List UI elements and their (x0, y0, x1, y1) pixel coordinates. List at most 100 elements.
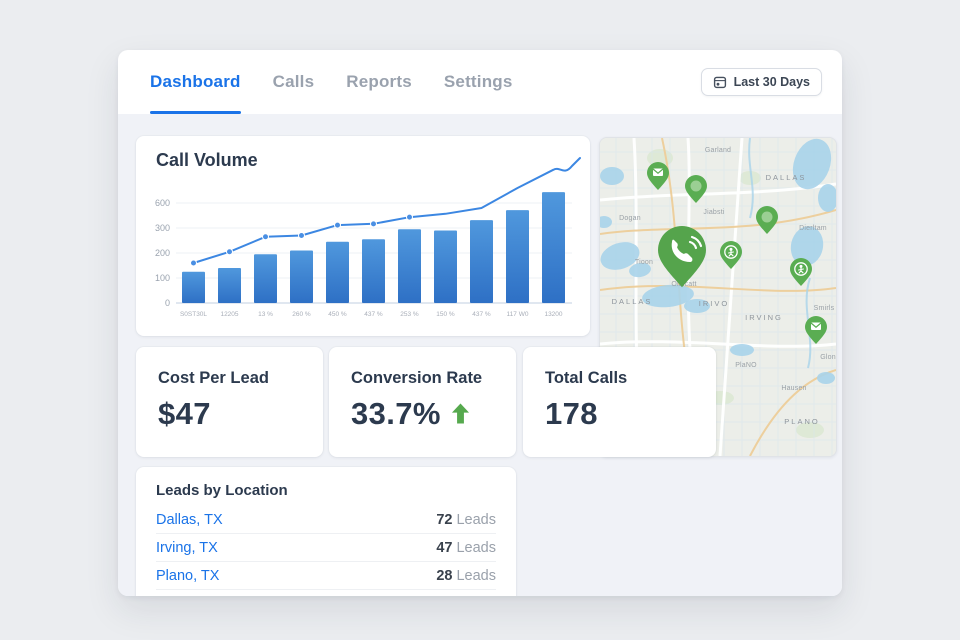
tab-reports[interactable]: Reports (346, 72, 412, 91)
map-label: Tioon (635, 259, 653, 266)
map-label: DALLAS (766, 173, 807, 182)
svg-text:437 %: 437 % (472, 311, 491, 318)
stat-label: Total Calls (545, 369, 628, 387)
svg-text:150 %: 150 % (436, 311, 455, 318)
map-pins (647, 162, 827, 345)
lead-count: 72 Leads (436, 512, 496, 528)
nav-tabs: Dashboard Calls Reports Settings (150, 50, 513, 114)
map-water (790, 226, 824, 266)
bar-series (182, 192, 565, 303)
stat-label: Cost Per Lead (158, 369, 269, 387)
map-water (600, 167, 624, 185)
svg-text:S0ST30L: S0ST30L (180, 311, 207, 318)
map-label: Dogan (619, 215, 641, 222)
person-pin-icon[interactable] (720, 241, 742, 270)
bar (218, 268, 241, 303)
bar (290, 250, 313, 303)
lead-count: 28 Leads (436, 568, 496, 584)
svg-text:450 %: 450 % (328, 311, 347, 318)
stat-value: 33.7% (351, 396, 441, 431)
map-label: Dierltam (799, 225, 827, 232)
map-water (792, 138, 832, 190)
svg-text:117 W0: 117 W0 (507, 311, 529, 318)
svg-text:13 %: 13 % (258, 311, 273, 318)
map-water (600, 216, 612, 228)
lead-count: 47 Leads (436, 540, 496, 556)
call-volume-card: Call Volume 600 300 200 100 0 S0ST30L 12205 13 … (136, 136, 590, 336)
bar (362, 239, 385, 303)
bar (506, 210, 529, 303)
svg-text:253 %: 253 % (400, 311, 419, 318)
lead-city-link[interactable]: Irving, TX (156, 539, 218, 556)
lead-count-number: 47 (436, 539, 453, 556)
top-nav: Dashboard Calls Reports Settings Last 30… (118, 50, 842, 114)
lead-row-dallas: Dallas, TX 72 Leads (156, 506, 496, 534)
map-water (730, 344, 754, 356)
chart-title: Call Volume (156, 150, 258, 170)
app-window: Dashboard Calls Reports Settings Last 30… (118, 50, 842, 596)
mail-pin-icon[interactable] (805, 316, 827, 345)
map-label: Smirls (814, 305, 835, 312)
calendar-icon (713, 76, 726, 89)
date-range-button[interactable]: Last 30 Days (700, 68, 822, 96)
svg-text:12205: 12205 (220, 311, 238, 318)
map-water (642, 284, 694, 308)
map-water (600, 242, 640, 270)
svg-text:100: 100 (155, 273, 170, 283)
map-label: IRVING (745, 313, 783, 322)
lead-count-number: 28 (436, 567, 453, 584)
lead-count-unit: Leads (456, 567, 496, 584)
chart-y-axis-labels: 600 300 200 100 0 (155, 198, 170, 308)
tab-calls[interactable]: Calls (272, 72, 315, 91)
lead-city-link[interactable]: Plano, TX (156, 567, 220, 584)
phone-pin-icon[interactable] (658, 226, 706, 288)
dot-pin-icon[interactable] (685, 175, 707, 204)
map-label: IRIVO (699, 299, 729, 308)
bar (254, 254, 277, 303)
map-water (684, 299, 710, 313)
trend-line (192, 157, 581, 264)
tab-dashboard[interactable]: Dashboard (150, 50, 241, 114)
svg-text:260 %: 260 % (292, 311, 311, 318)
dashboard-content: Call Volume 600 300 200 100 0 S0ST30L 12205 13 … (118, 114, 842, 596)
lead-row-irving: Irving, TX 47 Leads (156, 534, 496, 562)
dot-pin-icon[interactable] (756, 206, 778, 235)
map-label: PLANO (784, 417, 819, 426)
stat-value: $47 (158, 396, 211, 431)
date-range-label: Last 30 Days (733, 75, 810, 89)
stat-card-total-calls: Total Calls 178 (523, 347, 716, 457)
mail-pin-icon[interactable] (647, 162, 669, 191)
lead-row-plano: Plano, TX 28 Leads (156, 562, 496, 590)
bar (470, 220, 493, 303)
map-label: DALLAS (612, 297, 653, 306)
stat-label: Conversion Rate (351, 369, 483, 387)
tab-settings[interactable]: Settings (443, 72, 513, 91)
trend-up-icon (451, 403, 469, 424)
leads-title: Leads by Location (156, 482, 288, 499)
svg-text:13200: 13200 (544, 311, 562, 318)
chart-x-axis-labels: S0ST30L 12205 13 % 260 % 450 % 437 % 253 % 150 … (180, 311, 563, 318)
bar (542, 192, 565, 303)
bar (398, 229, 421, 303)
trend-line-markers (190, 213, 413, 267)
bar (434, 230, 457, 303)
svg-text:437 %: 437 % (364, 311, 383, 318)
lead-city-link[interactable]: Dallas, TX (156, 511, 223, 528)
svg-text:200: 200 (155, 248, 170, 258)
lead-count-number: 72 (436, 511, 453, 528)
map-label: Hausen (781, 385, 806, 392)
svg-text:0: 0 (165, 298, 170, 308)
call-volume-chart: 600 300 200 100 0 S0ST30L 12205 13 % 260 % 450 % 4… (155, 157, 581, 318)
svg-text:300: 300 (155, 223, 170, 233)
stat-card-conversion-rate: Conversion Rate 33.7% (329, 347, 516, 457)
map-label: Jiabsti (703, 209, 724, 216)
lead-count-unit: Leads (456, 539, 496, 556)
map-label: Garland (705, 147, 731, 154)
bar (326, 241, 349, 303)
bar (182, 271, 205, 303)
leads-by-location-card: Leads by Location Dallas, TX 72 Leads Irv… (136, 467, 516, 596)
map-label: Glon (820, 354, 836, 361)
map-label: PlaNO (735, 362, 757, 369)
stat-value: 178 (545, 396, 598, 431)
person-pin-icon[interactable] (790, 258, 812, 287)
